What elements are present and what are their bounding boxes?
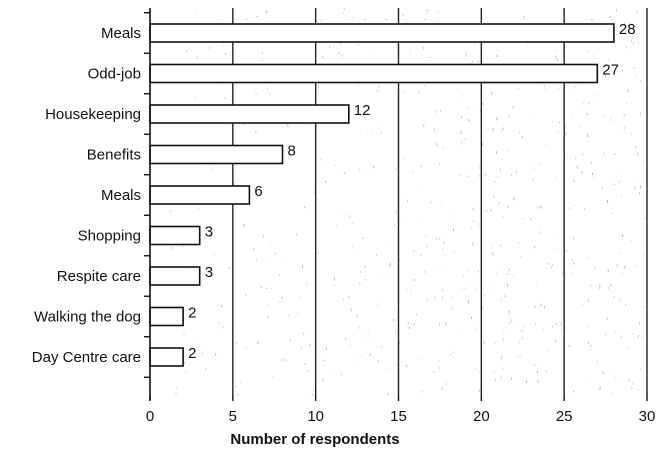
bars (149, 23, 615, 367)
x-tick-labels: 0 5 10 15 20 25 30 (146, 408, 656, 425)
value-label-7: 2 (188, 305, 196, 322)
category-label-7: Walking the dog (34, 309, 141, 326)
bar-7 (149, 306, 184, 327)
category-label-1: Odd-job (88, 66, 141, 83)
value-label-1: 27 (602, 62, 619, 79)
category-label-5: Shopping (78, 228, 141, 245)
bar-5 (149, 225, 201, 246)
x-tick-label-1: 5 (229, 408, 237, 425)
value-label-3: 8 (288, 143, 296, 160)
bar-0 (149, 23, 615, 43)
x-tick-label-4: 20 (473, 408, 490, 425)
axes (144, 8, 648, 401)
value-label-2: 12 (354, 102, 371, 119)
bar-1 (149, 63, 599, 84)
category-label-6: Respite care (57, 268, 141, 285)
category-label-3: Benefits (87, 147, 141, 164)
category-label-8: Day Centre care (32, 349, 141, 366)
value-label-4: 6 (254, 183, 262, 200)
x-tick-label-0: 0 (146, 408, 154, 425)
bar-2 (149, 104, 350, 124)
x-axis-title: Number of respondents (230, 431, 399, 448)
category-label-4: Meals (101, 187, 141, 204)
x-tick-label-5: 25 (556, 408, 573, 425)
bar-8 (149, 347, 184, 367)
value-label-8: 2 (188, 345, 196, 362)
category-label-2: Housekeeping (45, 106, 141, 123)
value-labels: 28 27 12 8 6 3 3 2 2 (188, 21, 635, 362)
value-label-6: 3 (205, 264, 213, 281)
value-label-0: 28 (619, 21, 636, 38)
bar-6 (149, 266, 201, 286)
category-label-0: Meals (101, 25, 141, 42)
value-label-5: 3 (205, 224, 213, 241)
category-labels: Meals Odd-job Housekeeping Benefits Meals Sho… (32, 25, 141, 366)
bar-3 (149, 144, 284, 165)
x-tick-label-2: 10 (307, 408, 324, 425)
background-noise (170, 8, 648, 396)
x-tick-label-6: 30 (639, 408, 656, 425)
x-tick-label-3: 15 (390, 408, 407, 425)
bar-4 (149, 185, 251, 205)
